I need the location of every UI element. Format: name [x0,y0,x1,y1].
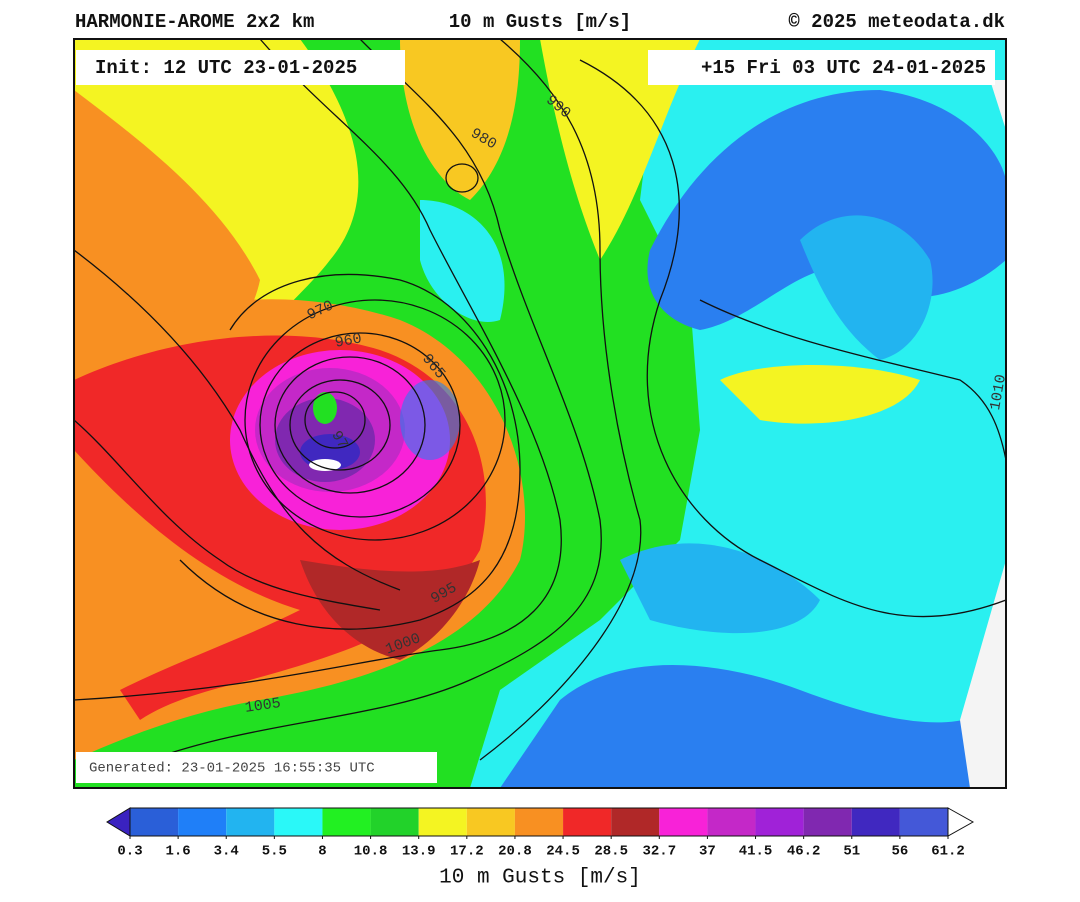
colorbar-tick-label: 8 [318,844,326,860]
colorbar-tick-label: 3.4 [214,844,239,860]
parameter-title: 10 m Gusts [m/s] [449,11,631,33]
isobar-label: 1005 [244,695,282,717]
colorbar-tick-label: 20.8 [498,844,532,860]
map-frame [73,38,1007,789]
color-box [563,808,612,836]
init-box [76,50,405,85]
colorbar-tick-label: 61.2 [931,844,965,860]
color-box [851,808,900,836]
storm-darkred [300,560,480,660]
colorbar-tick-label: 5.5 [262,844,287,860]
model-title: HARMONIE-AROME 2x2 km [75,11,314,33]
isobar-label: 97 [327,428,351,452]
color-box [659,808,708,836]
no-data [960,80,1006,788]
color-box [274,808,323,836]
storm-core [309,459,341,471]
valid-time: +15 Fri 03 UTC 24-01-2025 [701,57,986,79]
color-box [322,808,371,836]
colorbar-tick-label: 1.6 [166,844,191,860]
colorbar-over [947,807,975,837]
colorbar-tick-label: 24.5 [546,844,580,860]
color-box [130,808,179,836]
storm-eye [313,392,337,424]
color-box [611,808,660,836]
colorbar-label: 10 m Gusts [m/s] [439,867,641,890]
colorbar-tick-label: 28.5 [594,844,628,860]
color-box [803,808,852,836]
yellow-band [540,39,700,260]
color-box [707,808,756,836]
blue-region [620,543,820,634]
color-box [178,808,227,836]
color-box [755,808,804,836]
map: 990 980 970 960 965 97 995 1000 1005 101… [74,39,1010,788]
isobars [74,39,1006,761]
color-box [226,808,275,836]
colorbar-tick-label: 56 [891,844,908,860]
copyright: © 2025 meteodata.dk [788,11,1005,33]
colorbar-tick-label: 37 [699,844,716,860]
color-box [418,808,467,836]
gold-band [400,39,520,200]
color-box [514,808,564,836]
colorbar-under [106,807,131,837]
isobar-label: 960 [334,330,364,351]
color-box [466,808,515,836]
colorbar-tick-label: 32.7 [642,844,676,860]
generated-box [76,752,437,783]
colorbar-tick-label: 46.2 [787,844,821,860]
isobar-label: 1010 [987,373,1010,411]
colorbar-tick-label: 10.8 [354,844,388,860]
colorbar-tick-label: 0.3 [117,844,142,860]
colorbar-tick-label: 17.2 [450,844,484,860]
cyan-patch [420,200,505,322]
colorbar: 0.3 1.6 3.4 5.5 8 10.8 13.9 17.2 20.8 24.5 28.5 32.… [106,807,975,860]
blue-region [800,215,933,360]
init-time: Init: 12 UTC 23-01-2025 [95,57,357,79]
generated-time: Generated: 23-01-2025 16:55:35 UTC [89,761,375,777]
colorbar-tick-label: 51 [843,844,860,860]
colorbar-tick-label: 13.9 [402,844,436,860]
colorbar-tick-label: 41.5 [739,844,773,860]
yellow-band [720,365,920,424]
blue-region [500,665,1006,788]
valid-box [648,50,995,85]
colorbar-frame [129,807,949,837]
color-box [370,808,419,836]
ireland-land [400,380,460,460]
color-box [899,808,948,836]
